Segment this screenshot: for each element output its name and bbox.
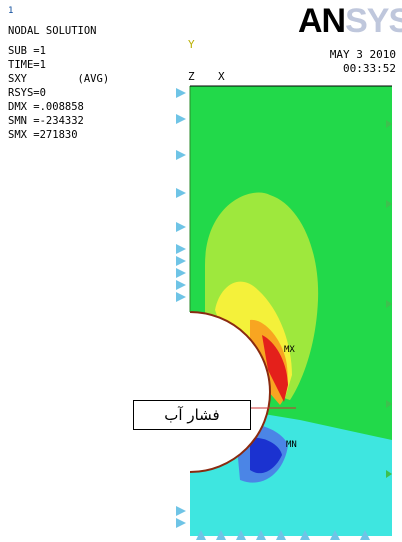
min-marker: MN xyxy=(286,440,297,450)
info-smx: SMX =271830 xyxy=(8,129,78,141)
axis-x-label: X xyxy=(218,70,225,83)
axis-y-label: Y xyxy=(188,38,195,51)
solution-info: 1 NODAL SOLUTION SUB =1 TIME=1 SXY (AVG)… xyxy=(8,6,109,142)
axis-z-label: Z xyxy=(188,70,195,83)
info-smn: SMN =-234332 xyxy=(8,115,84,127)
max-marker: MX xyxy=(284,345,295,355)
contour-red xyxy=(262,335,288,402)
left-supports xyxy=(176,88,186,528)
info-sub: SUB =1 xyxy=(8,45,46,57)
ansys-logo: ANSYS xyxy=(298,2,402,40)
info-result: SXY (AVG) xyxy=(8,73,110,85)
window-number: 1 xyxy=(8,6,14,16)
timestamp: MAY 3 2010 00:33:52 xyxy=(310,48,396,76)
info-rsys: RSYS=0 xyxy=(8,87,46,99)
water-pressure-callout: فشار آب xyxy=(133,400,251,430)
solution-title: NODAL SOLUTION xyxy=(8,25,97,37)
info-time: TIME=1 xyxy=(8,59,46,71)
callout-text: فشار آب xyxy=(164,406,220,424)
date-label: MAY 3 2010 xyxy=(329,48,396,61)
right-markers xyxy=(386,120,392,478)
time-label: 00:33:52 xyxy=(343,62,396,75)
bottom-supports xyxy=(196,530,370,540)
hole-edge xyxy=(189,311,271,473)
info-dmx: DMX =.008858 xyxy=(8,101,84,113)
contour-blue xyxy=(250,437,282,474)
